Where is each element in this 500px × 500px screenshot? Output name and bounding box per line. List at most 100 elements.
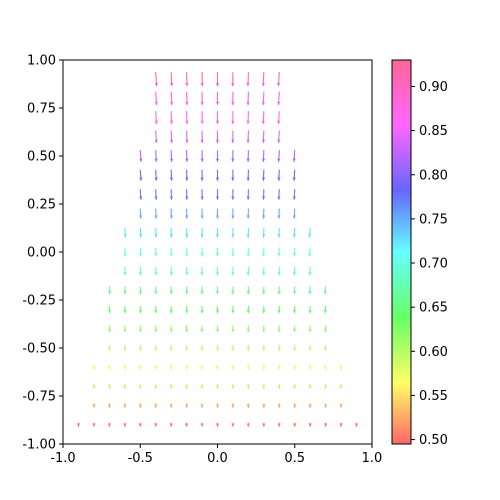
- x-axis: -1.0 -0.5 0.0 0.5 1.0: [50, 444, 382, 466]
- arrow: [354, 422, 359, 427]
- arrow: [231, 130, 235, 143]
- y-tick-label: 1.00: [27, 54, 56, 69]
- arrow: [200, 247, 204, 257]
- arrow: [308, 403, 312, 408]
- arrow: [185, 150, 189, 162]
- arrow: [215, 247, 220, 257]
- arrow: [277, 364, 281, 371]
- arrow: [200, 208, 204, 219]
- arrow: [292, 266, 297, 276]
- arrow: [293, 344, 297, 352]
- arrow: [277, 422, 281, 427]
- y-tick-label: 0.50: [27, 150, 56, 165]
- arrow: [215, 422, 220, 427]
- arrow: [324, 422, 328, 427]
- arrow: [277, 227, 281, 238]
- arrow: [107, 344, 112, 352]
- arrow: [277, 325, 281, 333]
- arrow: [308, 305, 312, 314]
- arrow: [185, 130, 189, 143]
- arrow: [92, 422, 96, 427]
- arrow: [215, 403, 220, 408]
- arrow: [293, 364, 297, 371]
- arrow: [107, 325, 112, 333]
- arrow: [154, 383, 158, 389]
- y-tick-label: 0.00: [27, 246, 56, 261]
- arrow: [185, 228, 189, 238]
- arrow: [262, 383, 266, 389]
- arrow: [200, 130, 204, 143]
- arrow: [308, 266, 312, 276]
- arrow: [308, 344, 312, 352]
- arrow: [138, 247, 143, 257]
- arrow: [123, 364, 127, 371]
- arrow: [92, 383, 96, 389]
- colorbar-tick-label: 0.50: [419, 433, 448, 448]
- arrow: [261, 169, 266, 181]
- arrow: [262, 228, 266, 238]
- arrow: [123, 383, 127, 389]
- y-tick-label: -0.75: [22, 390, 56, 405]
- arrow: [154, 169, 158, 181]
- arrow: [261, 130, 266, 143]
- arrow: [169, 422, 173, 427]
- arrow: [215, 91, 220, 106]
- arrow: [200, 383, 204, 389]
- arrow: [215, 383, 220, 389]
- arrow: [277, 169, 281, 181]
- arrow: [231, 189, 235, 200]
- arrow: [231, 91, 235, 106]
- arrow: [323, 325, 328, 333]
- arrow: [123, 403, 127, 408]
- arrow: [107, 422, 111, 427]
- arrow: [123, 422, 127, 427]
- arrow: [107, 364, 112, 371]
- colorbar-tick-label: 0.60: [419, 345, 448, 360]
- arrow: [262, 422, 266, 427]
- arrow: [76, 422, 81, 427]
- arrow: [200, 422, 204, 427]
- colorbar-frame: [391, 59, 412, 445]
- arrow: [200, 344, 204, 352]
- arrow: [107, 305, 112, 314]
- arrow: [262, 305, 266, 314]
- arrow: [231, 364, 235, 371]
- arrow: [246, 286, 250, 295]
- arrow: [185, 266, 189, 276]
- x-tick-label: 1.0: [362, 451, 383, 466]
- arrow: [246, 344, 250, 352]
- arrow: [308, 325, 312, 333]
- arrow: [308, 383, 312, 389]
- arrow: [277, 111, 281, 125]
- arrow: [277, 344, 281, 352]
- arrow: [215, 169, 220, 181]
- colorbar-tick-label: 0.85: [419, 124, 448, 139]
- arrow: [231, 286, 235, 295]
- arrow: [246, 228, 250, 238]
- arrow: [215, 286, 220, 295]
- arrow: [215, 111, 220, 125]
- arrow: [169, 266, 173, 276]
- arrow: [154, 150, 158, 162]
- arrow: [277, 383, 281, 389]
- colorbar-tick-label: 0.75: [419, 212, 448, 227]
- arrow: [154, 286, 158, 295]
- arrow: [292, 305, 297, 314]
- arrow: [138, 266, 143, 276]
- y-tick-label: 0.25: [27, 198, 56, 213]
- arrow: [200, 189, 204, 200]
- arrow: [277, 305, 281, 314]
- arrow: [308, 286, 312, 295]
- arrow: [231, 383, 235, 389]
- arrow: [185, 325, 189, 333]
- arrow: [323, 305, 328, 314]
- arrow: [138, 286, 143, 295]
- arrow: [169, 189, 174, 200]
- arrow: [231, 111, 235, 125]
- arrow: [169, 364, 173, 371]
- arrow: [292, 227, 297, 238]
- arrow: [123, 344, 127, 352]
- arrow: [246, 91, 250, 106]
- arrow: [231, 266, 235, 276]
- arrow: [169, 403, 173, 408]
